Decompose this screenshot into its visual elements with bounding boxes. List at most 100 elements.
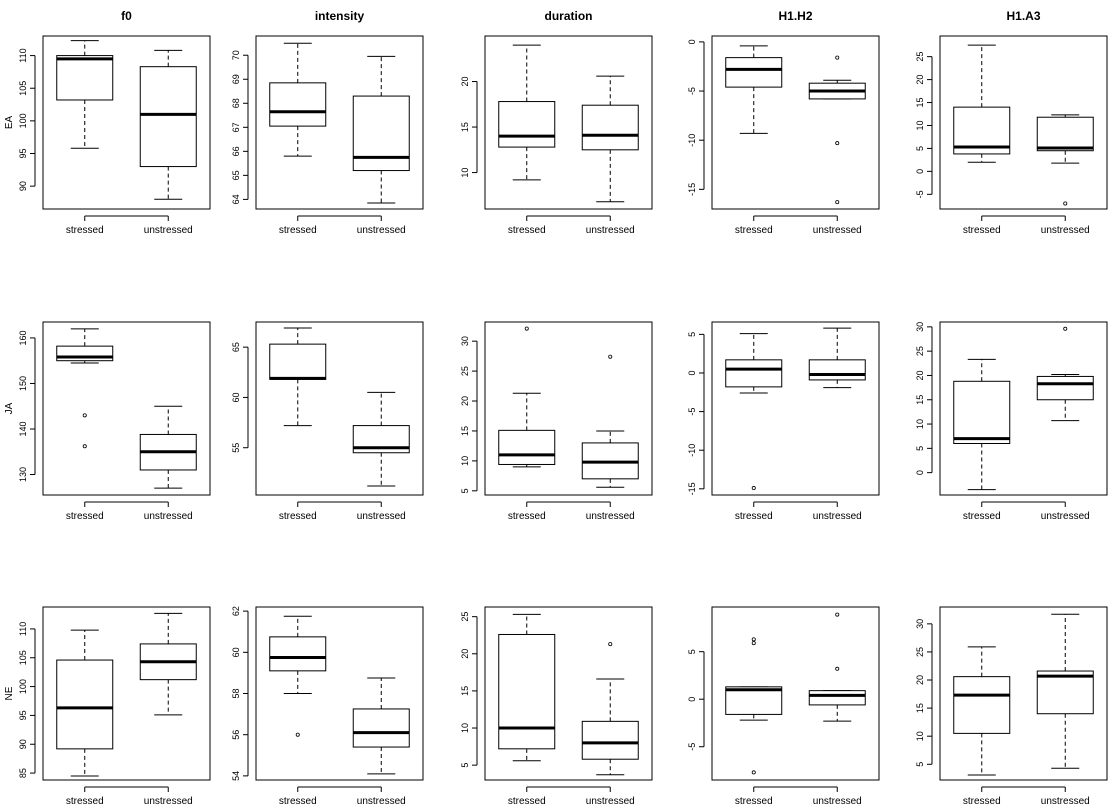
y-tick-label-ja-intensity: 65	[231, 342, 241, 352]
y-tick-label-ne-h1-a3: 20	[915, 675, 925, 685]
plot-frame-ne-h1-a3	[939, 606, 1108, 781]
box-ne-duration-stressed	[498, 633, 556, 750]
y-tick-label-ne-h1-a3: 30	[915, 619, 925, 629]
x-tick-label-ne-duration-stressed: stressed	[508, 796, 546, 807]
y-tick-label-ja-h1-a3: 30	[915, 322, 925, 332]
y-tick-label-ea-f0: 90	[18, 181, 28, 191]
box-ne-intensity-unstressed	[352, 708, 410, 748]
y-tick-label-ja-duration: 10	[460, 456, 470, 466]
y-tick-label-ja-duration: 30	[460, 336, 470, 346]
box-ea-f0-stressed	[56, 55, 114, 101]
y-tick-label-ea-h1-a3: 5	[915, 146, 925, 151]
y-tick-label-ne-f0: 110	[18, 622, 28, 636]
y-tick-label-ea-intensity: 69	[231, 74, 241, 84]
y-tick-label-ea-intensity: 64	[231, 194, 241, 204]
y-tick-label-ea-intensity: 65	[231, 170, 241, 180]
outlier-ja-duration-unstressed	[608, 354, 613, 359]
y-tick-label-ja-h1-a3: 20	[915, 370, 925, 380]
x-tick-label-ja-h1-h2-stressed: stressed	[735, 511, 773, 522]
y-tick-label-ja-h1-h2: 5	[687, 332, 697, 337]
y-tick-label-ja-duration: 25	[460, 366, 470, 376]
box-ea-intensity-stressed	[269, 82, 327, 127]
x-tick-label-ja-h1-h2-unstressed: unstressed	[813, 511, 862, 522]
column-title-h1-a3: H1.A3	[1006, 9, 1040, 23]
y-tick-label-ea-f0: 105	[18, 81, 28, 96]
box-ea-intensity-unstressed	[352, 95, 410, 172]
x-tick-label-ne-h1-a3-unstressed: unstressed	[1041, 796, 1090, 807]
outlier-ja-h1-a3-unstressed	[1063, 326, 1068, 331]
box-ne-h1-h2-stressed	[725, 686, 783, 715]
x-tick-label-ea-h1-a3-unstressed: unstressed	[1041, 225, 1090, 236]
y-tick-label-ne-h1-a3: 10	[915, 731, 925, 741]
x-tick-label-ja-h1-a3-stressed: stressed	[963, 511, 1001, 522]
plot-frame-ne-duration	[484, 606, 653, 781]
y-tick-label-ea-duration: 15	[460, 122, 470, 132]
plot-frame-ne-h1-h2	[711, 606, 880, 781]
outlier-ja-f0-stressed	[82, 413, 87, 418]
outlier-ne-h1-h2-unstressed	[835, 612, 840, 617]
column-title-f0: f0	[121, 9, 132, 23]
y-tick-label-ja-duration: 20	[460, 396, 470, 406]
y-tick-label-ne-h1-a3: 25	[915, 647, 925, 657]
box-ea-h1-a3-unstressed	[1036, 116, 1094, 152]
column-title-h1-h2: H1.H2	[778, 9, 812, 23]
x-tick-label-ea-duration-stressed: stressed	[508, 225, 546, 236]
y-tick-label-ja-f0: 140	[18, 421, 28, 436]
y-tick-label-ne-f0: 100	[18, 679, 28, 694]
y-tick-label-ne-h1-h2: 5	[687, 649, 697, 654]
y-tick-label-ja-h1-h2: 0	[687, 370, 697, 375]
y-tick-label-ea-intensity: 70	[231, 50, 241, 60]
box-ja-h1-h2-unstressed	[808, 359, 866, 381]
y-tick-label-ea-f0: 95	[18, 149, 28, 159]
box-ea-h1-h2-stressed	[725, 57, 783, 88]
x-tick-label-ja-duration-unstressed: unstressed	[586, 511, 635, 522]
y-tick-label-ja-h1-a3: 15	[915, 395, 925, 405]
x-tick-label-ea-h1-a3-stressed: stressed	[963, 225, 1001, 236]
x-tick-label-ne-h1-h2-unstressed: unstressed	[813, 796, 862, 807]
y-tick-label-ja-h1-a3: 5	[915, 446, 925, 451]
x-tick-label-ea-h1-h2-stressed: stressed	[735, 225, 773, 236]
y-tick-label-ea-h1-a3: 20	[915, 75, 925, 85]
plot-frame-ne-f0	[42, 606, 211, 781]
box-ja-intensity-stressed	[269, 343, 327, 380]
box-ne-duration-unstressed	[581, 720, 639, 760]
y-tick-label-ja-h1-a3: 25	[915, 346, 925, 356]
y-tick-label-ea-h1-h2: 0	[687, 39, 697, 44]
x-tick-label-ea-duration-unstressed: unstressed	[586, 225, 635, 236]
outlier-ne-h1-h2-unstressed	[835, 666, 840, 671]
outlier-ne-h1-h2-stressed	[751, 770, 756, 775]
y-tick-label-ne-h1-a3: 15	[915, 703, 925, 713]
x-tick-label-ne-intensity-unstressed: unstressed	[357, 796, 406, 807]
y-tick-label-ea-intensity: 68	[231, 98, 241, 108]
x-tick-label-ne-f0-unstressed: unstressed	[144, 796, 193, 807]
y-tick-label-ea-intensity: 66	[231, 146, 241, 156]
y-tick-label-ja-h1-h2: -10	[687, 444, 697, 457]
box-ja-h1-h2-stressed	[725, 359, 783, 388]
y-tick-label-ne-duration: 10	[460, 723, 470, 733]
y-tick-label-ea-f0: 110	[18, 48, 28, 62]
outlier-ja-duration-stressed	[524, 326, 529, 331]
column-title-duration: duration	[545, 9, 593, 23]
y-tick-label-ne-h1-h2: -5	[687, 743, 697, 751]
x-tick-label-ea-intensity-unstressed: unstressed	[357, 225, 406, 236]
box-ja-h1-a3-stressed	[953, 380, 1011, 444]
y-tick-label-ja-f0: 130	[18, 467, 28, 482]
box-ja-duration-stressed	[498, 429, 556, 465]
y-tick-label-ne-intensity: 58	[231, 688, 241, 698]
outlier-ne-h1-h2-stressed	[751, 641, 756, 646]
x-tick-label-ne-intensity-stressed: stressed	[279, 796, 317, 807]
y-tick-label-ja-h1-h2: -5	[687, 408, 697, 416]
box-ne-f0-stressed	[56, 659, 114, 750]
y-tick-label-ne-intensity: 60	[231, 647, 241, 657]
y-tick-label-ne-duration: 5	[460, 763, 470, 768]
outlier-ne-h1-h2-stressed	[751, 637, 756, 642]
x-tick-label-ea-f0-unstressed: unstressed	[144, 225, 193, 236]
plot-frame-ja-h1-a3	[939, 321, 1108, 496]
x-tick-label-ja-intensity-stressed: stressed	[279, 511, 317, 522]
x-tick-label-ja-f0-stressed: stressed	[66, 511, 104, 522]
y-tick-label-ja-duration: 5	[460, 488, 470, 493]
column-title-intensity: intensity	[315, 9, 365, 23]
x-tick-label-ja-f0-unstressed: unstressed	[144, 511, 193, 522]
y-tick-label-ne-duration: 25	[460, 612, 470, 622]
x-tick-label-ne-h1-h2-stressed: stressed	[735, 796, 773, 807]
